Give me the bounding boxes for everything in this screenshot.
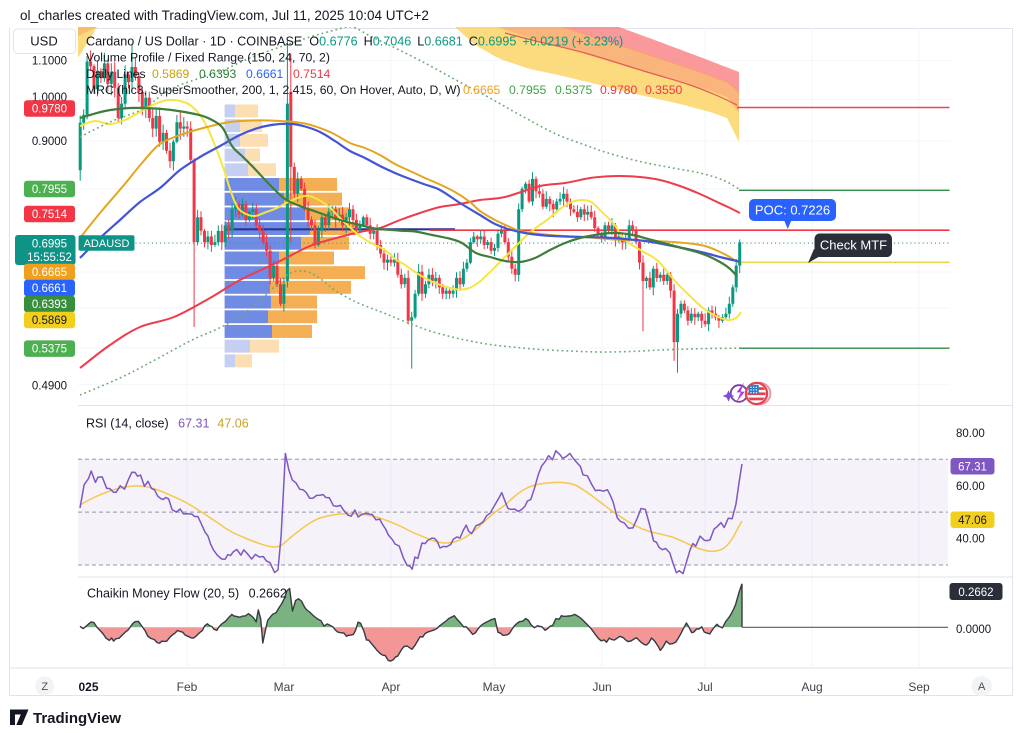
- svg-text:0.9780: 0.9780: [32, 104, 67, 116]
- svg-text:0.6393: 0.6393: [199, 67, 236, 81]
- svg-text:USD: USD: [30, 34, 57, 49]
- svg-text:0.7955: 0.7955: [509, 83, 546, 97]
- svg-text:Check MTF: Check MTF: [820, 238, 887, 253]
- svg-text:60.00: 60.00: [956, 481, 985, 493]
- svg-text:ADAUSD: ADAUSD: [84, 238, 130, 250]
- svg-text:Z: Z: [41, 681, 48, 693]
- svg-text:025: 025: [79, 680, 99, 694]
- svg-text:POC: 0.7226: POC: 0.7226: [755, 203, 830, 218]
- svg-text:0.5869: 0.5869: [152, 67, 189, 81]
- svg-text:Mar: Mar: [274, 680, 295, 694]
- svg-text:0.6661: 0.6661: [246, 67, 283, 81]
- svg-text:Apr: Apr: [382, 680, 401, 694]
- svg-text:Sep: Sep: [908, 680, 930, 694]
- svg-text:0.6393: 0.6393: [32, 299, 67, 311]
- svg-text:Daily Lines: Daily Lines: [86, 67, 146, 81]
- svg-text:80.00: 80.00: [956, 428, 985, 440]
- svg-text:A: A: [978, 681, 986, 693]
- svg-text:47.06: 47.06: [958, 515, 987, 527]
- svg-text:TradingView: TradingView: [33, 710, 121, 727]
- svg-text:Jul: Jul: [697, 680, 712, 694]
- svg-text:0.7514: 0.7514: [293, 67, 330, 81]
- svg-text:ol_charles created with Tradin: ol_charles created with TradingView.com,…: [20, 8, 429, 23]
- svg-text:0.5869: 0.5869: [32, 315, 67, 327]
- svg-text:15:55:52: 15:55:52: [27, 252, 72, 264]
- svg-text:0.7955: 0.7955: [32, 184, 67, 196]
- svg-text:0.5375: 0.5375: [555, 83, 592, 97]
- svg-text:0.6661: 0.6661: [32, 283, 67, 295]
- svg-text:0.2662: 0.2662: [958, 587, 993, 599]
- svg-text:MRC (hlc3, SuperSmoother, 200,: MRC (hlc3, SuperSmoother, 200, 1, 2.415,…: [86, 83, 461, 97]
- svg-text:40.00: 40.00: [956, 534, 985, 546]
- svg-text:Feb: Feb: [177, 680, 198, 694]
- svg-text:0.5375: 0.5375: [32, 344, 67, 356]
- svg-text:1.1000: 1.1000: [32, 56, 67, 68]
- svg-text:Volume Profile / Fixed Range (: Volume Profile / Fixed Range (150, 24, 7…: [86, 51, 330, 65]
- svg-text:0.7514: 0.7514: [32, 209, 68, 221]
- svg-text:0.6665: 0.6665: [32, 267, 67, 279]
- svg-text:0.9780: 0.9780: [600, 83, 637, 97]
- svg-text:Chaikin Money Flow (20, 5) 0.2: Chaikin Money Flow (20, 5) 0.2662: [87, 587, 287, 601]
- svg-text:May: May: [483, 680, 506, 694]
- svg-text:0.6665: 0.6665: [463, 83, 500, 97]
- svg-text:Cardano / US Dollar · 1D · COI: Cardano / US Dollar · 1D · COINBASE O0.67…: [86, 35, 623, 49]
- svg-text:0.4900: 0.4900: [32, 381, 67, 393]
- svg-text:67.31: 67.31: [958, 461, 987, 473]
- svg-text:0.9000: 0.9000: [32, 136, 67, 148]
- svg-text:0.6995: 0.6995: [32, 239, 67, 251]
- svg-text:Jun: Jun: [592, 680, 611, 694]
- svg-text:0.3550: 0.3550: [645, 83, 682, 97]
- svg-text:0.0000: 0.0000: [956, 624, 991, 636]
- svg-text:Aug: Aug: [801, 680, 822, 694]
